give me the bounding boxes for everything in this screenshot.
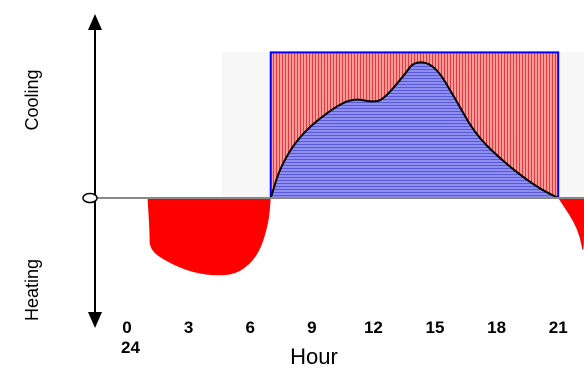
y-axis-up-arrowhead <box>88 14 102 30</box>
x-tick-label-24: 24 <box>121 338 140 357</box>
cooling-load-area <box>269 61 559 199</box>
x-tick-label-15: 15 <box>426 318 445 337</box>
heating-label: Heating <box>22 259 42 321</box>
x-axis-title: Hour <box>290 344 338 369</box>
x-tick-label-21: 21 <box>549 318 568 337</box>
x-tick-labels: 0 3 6 9 12 15 18 21 <box>122 318 567 337</box>
x-tick-label-0: 0 <box>122 318 131 337</box>
axis-origin-marker <box>82 192 98 204</box>
y-axis-down-arrowhead <box>88 312 102 328</box>
x-tick-label-18: 18 <box>487 318 506 337</box>
x-tick-label-9: 9 <box>307 318 316 337</box>
cooling-label: Cooling <box>22 69 42 130</box>
x-tick-label-6: 6 <box>245 318 254 337</box>
x-tick-label-12: 12 <box>364 318 383 337</box>
heating-load-area-2 <box>558 198 584 250</box>
x-tick-label-3: 3 <box>184 318 193 337</box>
heating-load-area-1 <box>147 198 271 276</box>
series-layer <box>147 61 584 276</box>
